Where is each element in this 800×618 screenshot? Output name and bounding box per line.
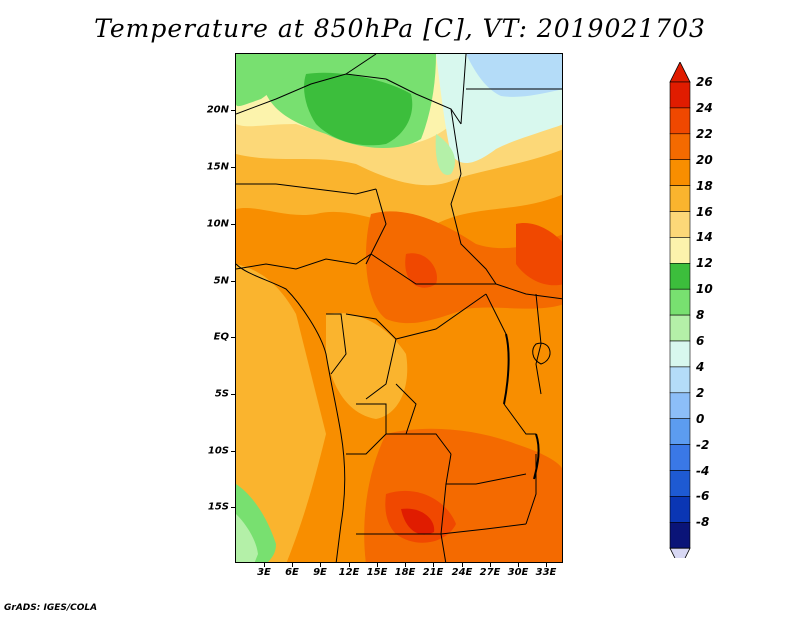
colorbar-segment — [669, 133, 691, 161]
colorbar — [669, 62, 691, 558]
central-hot-zone — [366, 211, 562, 324]
lat-label-eq: EQ — [213, 331, 229, 343]
lat-tick — [231, 281, 235, 282]
colorbar-segment — [669, 366, 691, 394]
lon-label-33e: 33E — [535, 567, 557, 578]
lon-label-9e: 9E — [313, 567, 327, 578]
lat-label-15n: 15N — [206, 161, 229, 173]
lon-label-30e: 30E — [507, 567, 529, 578]
west-coast-band — [236, 264, 326, 562]
colorbar-tick-label: 22 — [696, 126, 713, 141]
lon-tick — [320, 563, 321, 567]
lon-tick — [490, 563, 491, 567]
lat-tick — [231, 507, 235, 508]
colorbar-tick-label: -2 — [696, 437, 710, 452]
colorbar-segment — [669, 107, 691, 135]
lon-tick — [518, 563, 519, 567]
colorbar-tick-label: 14 — [696, 230, 713, 245]
sahara-dark-green — [304, 72, 413, 146]
colorbar-segment — [669, 496, 691, 523]
colorbar-segment — [669, 81, 691, 109]
colorbar-tick-label: 12 — [696, 256, 713, 271]
northwest-green — [236, 54, 296, 107]
lon-label-3e: 3E — [257, 567, 271, 578]
colorbar-segment — [669, 159, 691, 186]
lat-label-20n: 20N — [206, 104, 229, 116]
colorbar-tick-label: -4 — [696, 463, 710, 478]
temperature-map — [235, 53, 563, 563]
lon-label-6e: 6E — [285, 567, 299, 578]
lon-label-24e: 24E — [451, 567, 473, 578]
colorbar-tick-label: 18 — [696, 178, 713, 193]
congo-basin-band — [326, 313, 408, 419]
colorbar-segment — [669, 185, 691, 212]
lat-label-10s: 10S — [207, 445, 229, 457]
footer-credit: GrADS: IGES/COLA — [4, 603, 98, 613]
lon-tick — [377, 563, 378, 567]
lon-tick — [264, 563, 265, 567]
lon-label-27e: 27E — [479, 567, 501, 578]
colorbar-segment — [669, 392, 691, 419]
lat-label-10n: 10N — [206, 218, 229, 230]
colorbar-segment — [669, 237, 691, 264]
colorbar-tick-label: 2 — [696, 385, 705, 400]
lake-malawi — [533, 433, 540, 480]
lake-victoria — [532, 342, 551, 365]
colorbar-tick-label: 20 — [696, 152, 713, 167]
colorbar-tick-label: 0 — [696, 411, 705, 426]
colorbar-segment — [669, 263, 691, 290]
lake-tanganyika — [503, 333, 510, 405]
colorbar-segment — [669, 340, 691, 368]
colorbar-segment — [669, 470, 691, 497]
lon-tick — [349, 563, 350, 567]
chart-title: Temperature at 850hPa [C], VT: 201902170… — [94, 14, 706, 43]
lat-tick — [231, 394, 235, 395]
northeast-blue — [466, 54, 562, 97]
colorbar-tick-label: 8 — [696, 308, 705, 323]
lat-tick — [231, 451, 235, 452]
colorbar-tick-label: -8 — [696, 515, 710, 530]
colorbar-under-triangle — [669, 547, 691, 558]
colorbar-segment — [669, 314, 691, 342]
colorbar-segment — [669, 211, 691, 238]
lat-tick — [231, 337, 235, 338]
lon-tick — [462, 563, 463, 567]
lon-label-12e: 12E — [338, 567, 360, 578]
east-hotspot — [516, 223, 562, 286]
colorbar-segment — [669, 521, 691, 549]
south-peak — [401, 508, 435, 535]
central-hotspot — [405, 253, 437, 288]
colorbar-tick-label: 24 — [696, 100, 713, 115]
lon-tick — [292, 563, 293, 567]
colorbar-tick-label: 26 — [696, 75, 713, 89]
lat-tick — [231, 167, 235, 168]
colorbar-tick-label: 16 — [696, 204, 713, 219]
lat-label-5s: 5S — [214, 388, 229, 400]
lon-tick — [433, 563, 434, 567]
colorbar-segment — [669, 418, 691, 445]
west-coastline — [236, 263, 346, 562]
southwest-pale-green — [236, 514, 258, 562]
lon-label-21e: 21E — [422, 567, 444, 578]
country-borders — [236, 54, 562, 562]
lat-label-5n: 5N — [213, 275, 229, 287]
colorbar-segment — [669, 288, 691, 316]
lat-tick — [231, 110, 235, 111]
nile-green — [435, 134, 456, 175]
colorbar-tick-label: -6 — [696, 489, 710, 504]
lat-label-15s: 15S — [207, 501, 229, 513]
colorbar-segment — [669, 444, 691, 471]
colorbar-tick-label: 4 — [696, 359, 705, 374]
lat-tick — [231, 224, 235, 225]
lon-tick — [405, 563, 406, 567]
colorbar-over-triangle — [669, 62, 691, 83]
lon-label-15e: 15E — [366, 567, 388, 578]
lon-tick — [546, 563, 547, 567]
lon-label-18e: 18E — [394, 567, 416, 578]
colorbar-tick-label: 6 — [696, 334, 705, 348]
colorbar-tick-label: 10 — [696, 282, 713, 297]
